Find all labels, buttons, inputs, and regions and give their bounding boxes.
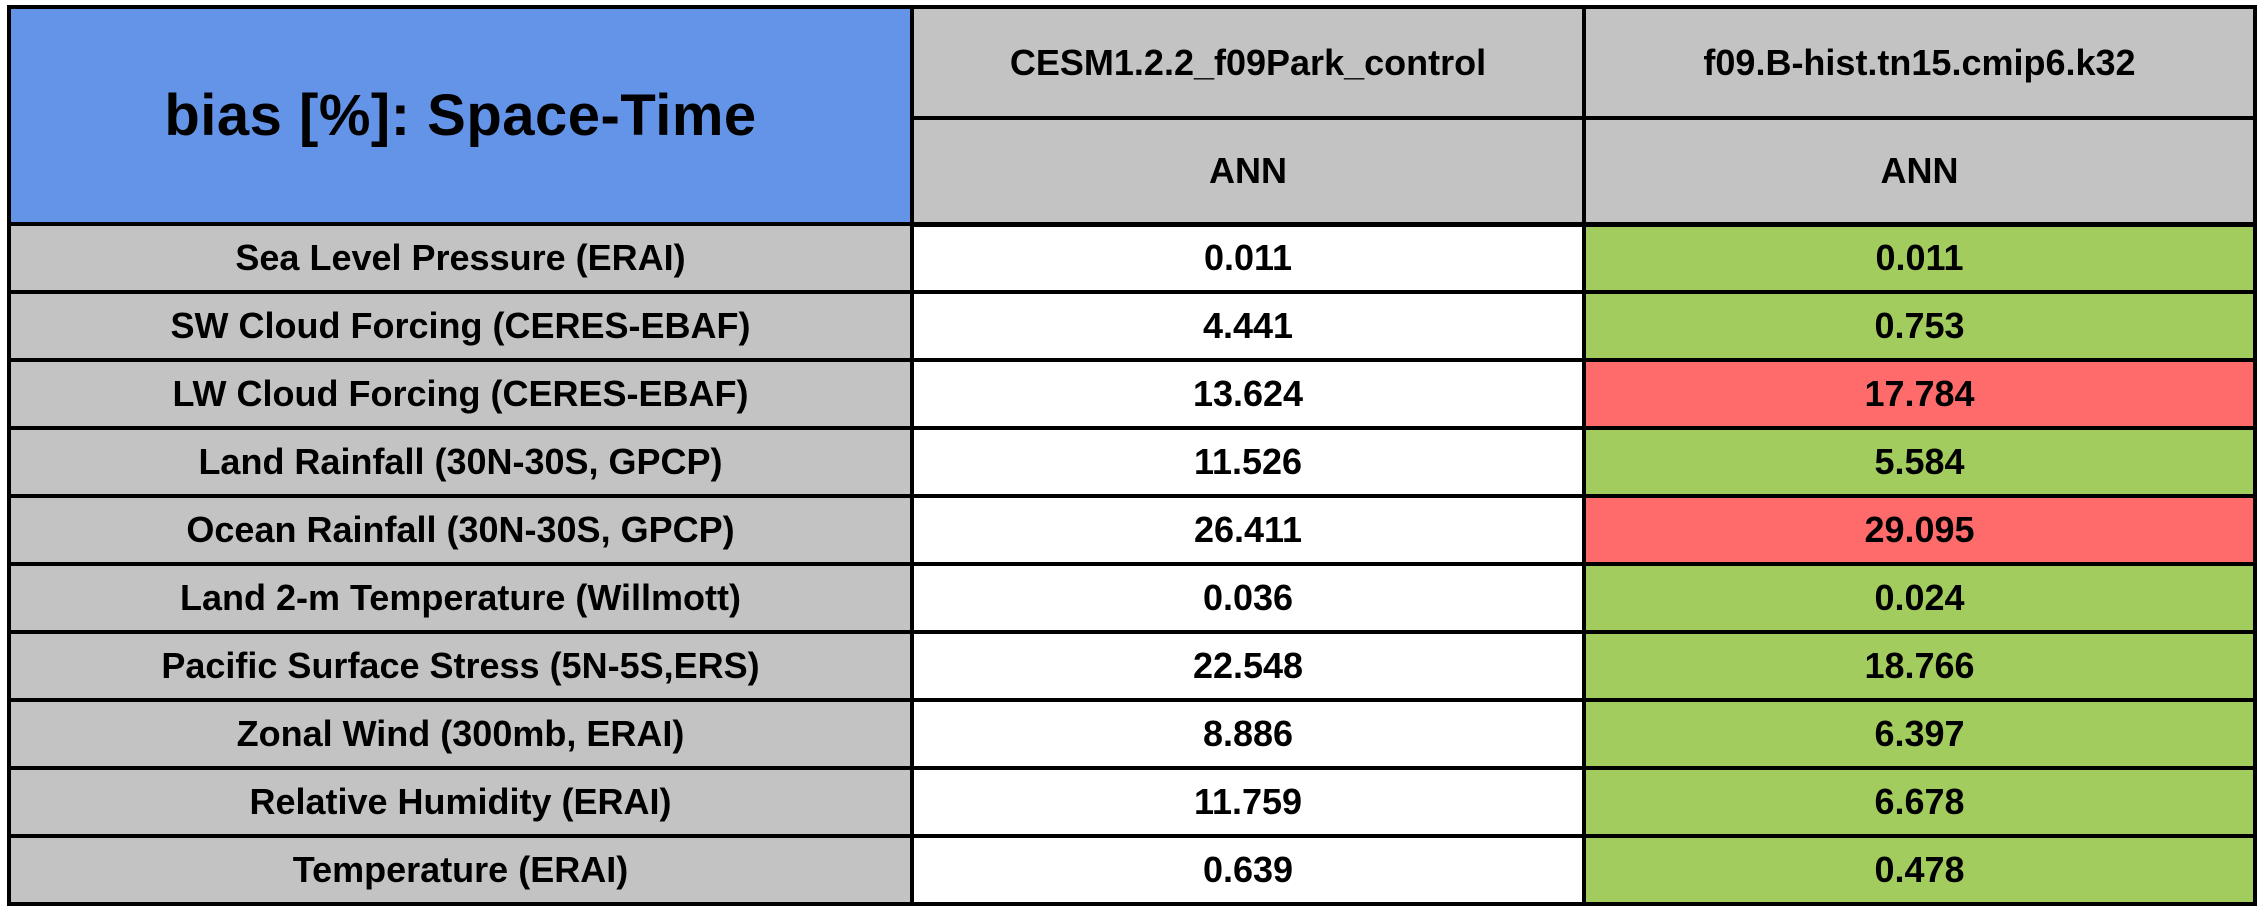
control-value: 22.548 <box>910 630 1586 702</box>
test-value: 6.397 <box>1582 698 2257 770</box>
column-header-test-model: f09.B-hist.tn15.cmip6.k32 <box>1582 5 2257 120</box>
column-header-control-model: CESM1.2.2_f09Park_control <box>910 5 1586 120</box>
table-row: SW Cloud Forcing (CERES-EBAF) 4.441 0.753 <box>7 290 2257 362</box>
control-value: 0.036 <box>910 562 1586 634</box>
row-label: Relative Humidity (ERAI) <box>7 766 914 838</box>
table-row: LW Cloud Forcing (CERES-EBAF) 13.624 17.78… <box>7 358 2257 430</box>
row-label: Pacific Surface Stress (5N-5S,ERS) <box>7 630 914 702</box>
test-value: 17.784 <box>1582 358 2257 430</box>
season-header-row: ANN ANN <box>9 116 2257 227</box>
row-label: LW Cloud Forcing (CERES-EBAF) <box>7 358 914 430</box>
row-label: Sea Level Pressure (ERAI) <box>7 222 914 294</box>
test-value: 6.678 <box>1582 766 2257 838</box>
control-value: 13.624 <box>910 358 1586 430</box>
test-value: 29.095 <box>1582 494 2257 566</box>
table-row: Land Rainfall (30N-30S, GPCP) 11.526 5.584 <box>7 426 2257 498</box>
row-label: Land 2-m Temperature (Willmott) <box>7 562 914 634</box>
test-value: 5.584 <box>1582 426 2257 498</box>
row-label: SW Cloud Forcing (CERES-EBAF) <box>7 290 914 362</box>
table-row: Temperature (ERAI) 0.639 0.478 <box>7 834 2257 906</box>
test-value: 0.011 <box>1582 222 2257 294</box>
table-row: Ocean Rainfall (30N-30S, GPCP) 26.411 29.0… <box>7 494 2257 566</box>
test-value: 0.478 <box>1582 834 2257 906</box>
control-value: 4.441 <box>910 290 1586 362</box>
table-header: bias [%]: Space-Time CESM1.2.2_f09Park_c… <box>7 5 2257 227</box>
row-label: Ocean Rainfall (30N-30S, GPCP) <box>7 494 914 566</box>
control-value: 11.759 <box>910 766 1586 838</box>
table-body: Sea Level Pressure (ERAI) 0.011 0.011 SW Cl… <box>7 222 2257 906</box>
table-row: Relative Humidity (ERAI) 11.759 6.678 <box>7 766 2257 838</box>
model-header-row: bias [%]: Space-Time CESM1.2.2_f09Park_c… <box>7 5 2257 226</box>
table-row: Sea Level Pressure (ERAI) 0.011 0.011 <box>7 222 2257 294</box>
table-row: Land 2-m Temperature (Willmott) 0.036 0.02… <box>7 562 2257 634</box>
row-label: Temperature (ERAI) <box>7 834 914 906</box>
bias-space-time-table: bias [%]: Space-Time CESM1.2.2_f09Park_c… <box>7 5 2257 906</box>
test-value: 0.753 <box>1582 290 2257 362</box>
table-title: bias [%]: Space-Time <box>7 5 914 226</box>
row-label: Land Rainfall (30N-30S, GPCP) <box>7 426 914 498</box>
table-row: Pacific Surface Stress (5N-5S,ERS) 22.548… <box>7 630 2257 702</box>
control-value: 0.011 <box>910 222 1586 294</box>
test-value: 0.024 <box>1582 562 2257 634</box>
control-value: 11.526 <box>910 426 1586 498</box>
control-value: 0.639 <box>910 834 1586 906</box>
table-row: Zonal Wind (300mb, ERAI) 8.886 6.397 <box>7 698 2257 770</box>
row-label: Zonal Wind (300mb, ERAI) <box>7 698 914 770</box>
season-header-control: ANN <box>910 116 1586 227</box>
season-header-test: ANN <box>1582 116 2257 227</box>
test-value: 18.766 <box>1582 630 2257 702</box>
control-value: 8.886 <box>910 698 1586 770</box>
control-value: 26.411 <box>910 494 1586 566</box>
